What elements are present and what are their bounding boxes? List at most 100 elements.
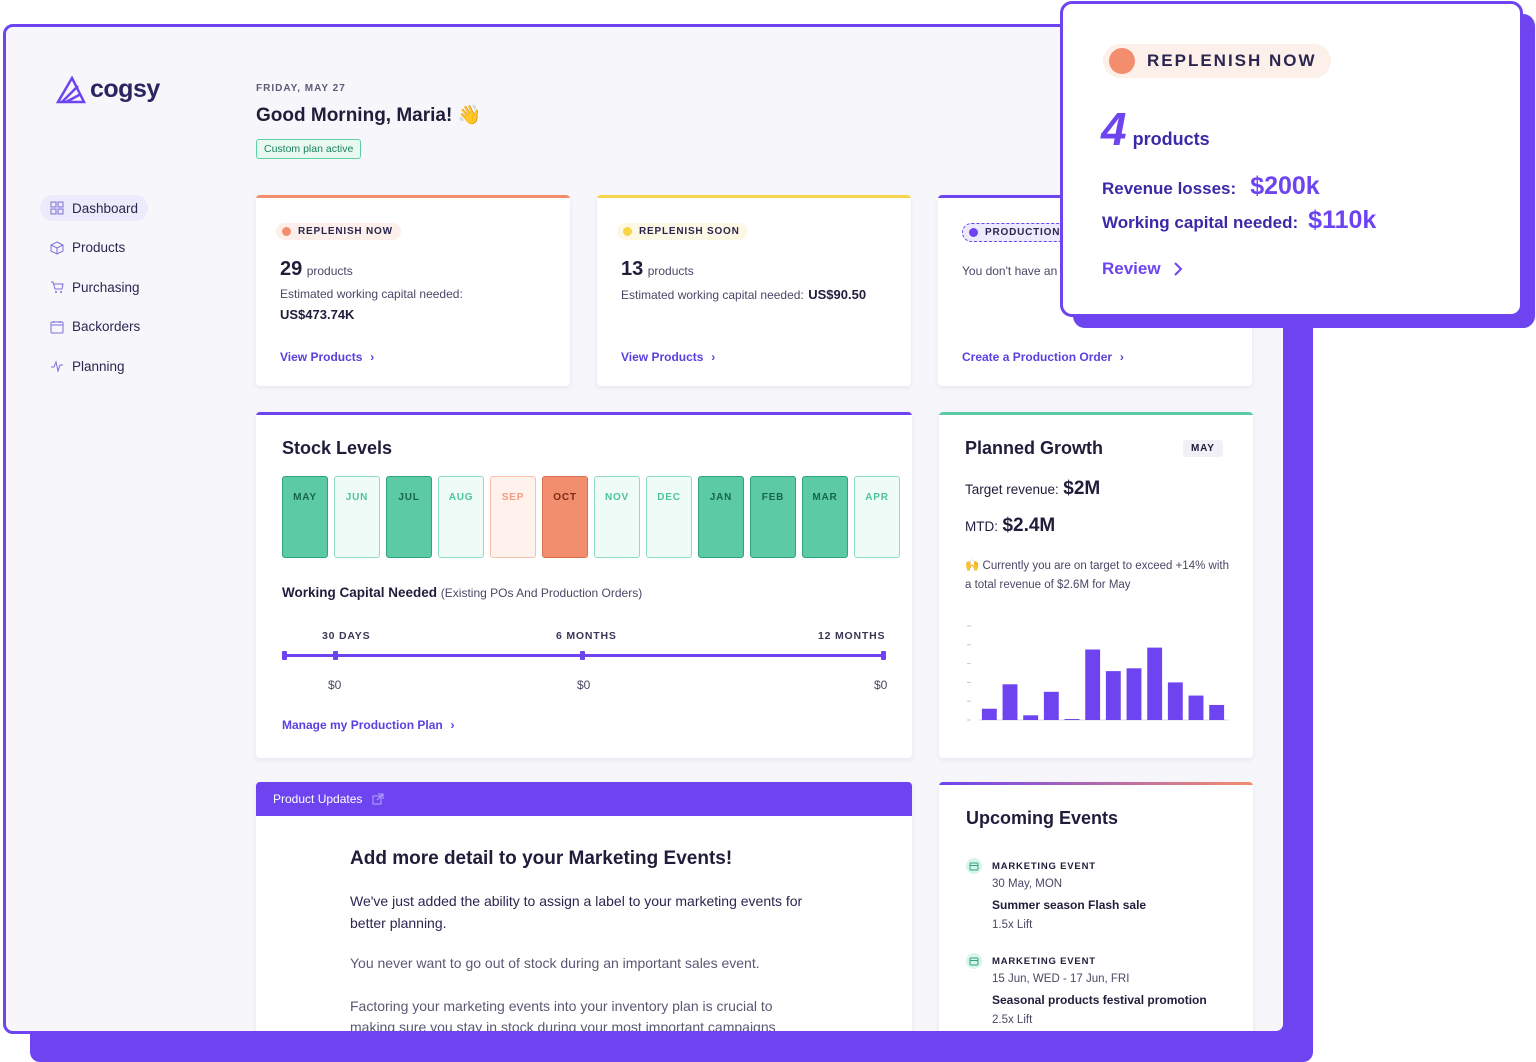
month-tile-dec[interactable]: DEC <box>646 476 692 558</box>
event-date: 15 Jun, WED - 17 Jun, FRI <box>992 973 1130 985</box>
product-count: 29 <box>280 258 303 280</box>
period-value: $0 <box>577 678 591 692</box>
event-date: 30 May, MON <box>992 878 1063 890</box>
card-accent <box>256 412 912 415</box>
status-badge-label: REPLENISH NOW <box>298 226 393 237</box>
view-products-link[interactable]: View Products › <box>621 348 715 366</box>
popup-badge: REPLENISH NOW <box>1103 44 1331 78</box>
review-link[interactable]: Review <box>1102 259 1183 279</box>
mtd-value: $2.4M <box>1002 515 1056 536</box>
timeline-tick <box>881 651 886 660</box>
chevron-right-icon: › <box>447 718 455 732</box>
month-tile-jul[interactable]: JUL <box>386 476 432 558</box>
card-title: Upcoming Events <box>966 808 1119 828</box>
sidebar-item-label: Products <box>72 240 126 255</box>
greeting: Good Morning, Maria! 👋 <box>256 105 482 126</box>
status-badge: REPLENISH NOW <box>276 223 401 240</box>
link-label: Create a Production Order <box>962 350 1113 364</box>
link-label: View Products <box>280 350 363 364</box>
replenish-now-card: REPLENISH NOW 29 products Estimated work… <box>256 195 570 386</box>
logo[interactable]: cogsy <box>56 75 160 104</box>
product-updates-card: Product Updates Add more detail to your … <box>256 782 912 1034</box>
chart-bar-4[interactable] <box>1064 719 1080 720</box>
link-label: View Products <box>621 350 704 364</box>
event-type: MARKETING EVENT <box>992 956 1096 967</box>
event-lift: 1.5x Lift <box>992 919 1033 931</box>
revenue-value: $200k <box>1250 172 1320 200</box>
event-lift: 2.5x Lift <box>992 1014 1033 1026</box>
timeline-bar <box>282 651 886 660</box>
brand-name: cogsy <box>90 75 160 103</box>
chart-bar-1[interactable] <box>1002 684 1018 720</box>
month-strip: MAY JUN JUL AUG SEP OCT NOV DEC JAN FEB MAR APR <box>282 476 900 558</box>
month-tile-sep[interactable]: SEP <box>490 476 536 558</box>
month-tile-jun[interactable]: JUN <box>334 476 380 558</box>
month-tile-aug[interactable]: AUG <box>438 476 484 558</box>
stock-levels-card: Stock Levels MAY JUN JUL AUG SEP OCT NOV DEC JAN… <box>256 412 912 758</box>
product-updates-header[interactable]: Product Updates <box>256 782 912 816</box>
month-tile-apr[interactable]: APR <box>854 476 900 558</box>
month-tile-nov[interactable]: NOV <box>594 476 640 558</box>
chart-bar-2[interactable] <box>1023 715 1039 720</box>
card-title: Planned Growth <box>965 438 1104 458</box>
sidebar-item-purchasing[interactable]: Purchasing <box>40 274 150 300</box>
month-tile-jan[interactable]: JAN <box>698 476 744 558</box>
manage-production-plan-link[interactable]: Manage my Production Plan › <box>282 716 455 734</box>
status-dot-icon <box>282 227 291 236</box>
raised-hands-icon: 🙌 <box>965 560 980 572</box>
chart-bar-9[interactable] <box>1167 682 1183 720</box>
sidebar-item-backorders[interactable]: Backorders <box>40 314 150 340</box>
update-paragraph-1: We've just added the ability to assign a… <box>350 893 803 931</box>
calendar-icon <box>966 858 982 874</box>
chart-bar-0[interactable] <box>981 708 997 720</box>
capital-value: US$473.74K <box>280 307 355 322</box>
target-label: Target revenue: <box>965 482 1059 497</box>
update-headline: Add more detail to your Marketing Events… <box>350 848 733 869</box>
chart-bar-6[interactable] <box>1105 671 1121 720</box>
chart-bar-8[interactable] <box>1147 647 1163 720</box>
chart-bar-3[interactable] <box>1043 691 1059 720</box>
month-tile-may[interactable]: MAY <box>282 476 328 558</box>
sidebar-item-dashboard[interactable]: Dashboard <box>40 195 149 221</box>
sidebar-item-products[interactable]: Products <box>40 235 135 261</box>
popup-unit: products <box>1132 129 1210 149</box>
chart-bar-5[interactable] <box>1085 649 1101 721</box>
update-paragraph-2: You never want to go out of stock during… <box>350 955 760 971</box>
revenue-label: Revenue losses: <box>1102 179 1237 198</box>
chart-bar-11[interactable] <box>1209 704 1225 720</box>
period-label: 30 DAYS <box>322 630 371 642</box>
capital-label: Working capital needed: <box>1102 213 1299 232</box>
chevron-right-icon <box>1173 262 1183 276</box>
sidebar-item-label: Dashboard <box>72 200 139 216</box>
month-tile-feb[interactable]: FEB <box>750 476 796 558</box>
timeline-tick <box>333 651 338 660</box>
calendar-icon <box>50 320 64 333</box>
capital-value: US$90.50 <box>808 287 867 302</box>
chart-bar-7[interactable] <box>1126 668 1142 720</box>
card-title: Stock Levels <box>282 438 393 458</box>
month-tile-oct[interactable]: OCT <box>542 476 588 558</box>
sidebar-item-label: Purchasing <box>72 279 140 295</box>
header-date: FRIDAY, MAY 27 <box>256 83 346 94</box>
box-icon <box>50 240 64 255</box>
period-value: $0 <box>328 678 342 692</box>
period-label: 6 MONTHS <box>556 630 617 642</box>
chevron-right-icon: › <box>1116 350 1124 364</box>
sidebar-item-label: Backorders <box>72 319 141 334</box>
card-accent <box>597 195 911 198</box>
status-badge-label: REPLENISH SOON <box>639 226 740 237</box>
product-unit: products <box>306 264 353 278</box>
period-value: $0 <box>874 678 888 692</box>
month-tile-mar[interactable]: MAR <box>802 476 848 558</box>
working-capital-subtitle: (Existing POs And Production Orders) <box>440 586 643 600</box>
grid-icon <box>50 201 64 215</box>
chart-bar-10[interactable] <box>1188 695 1204 720</box>
review-label: Review <box>1102 259 1161 278</box>
capital-value: $110k <box>1308 206 1377 234</box>
calendar-icon <box>966 953 982 969</box>
view-products-link[interactable]: View Products › <box>280 348 374 366</box>
create-production-order-link[interactable]: Create a Production Order › <box>962 348 1124 366</box>
update-paragraph-4: making sure you stay in stock during you… <box>350 1019 776 1034</box>
sidebar-item-planning[interactable]: Planning <box>40 353 135 379</box>
chevron-right-icon: › <box>707 350 716 364</box>
